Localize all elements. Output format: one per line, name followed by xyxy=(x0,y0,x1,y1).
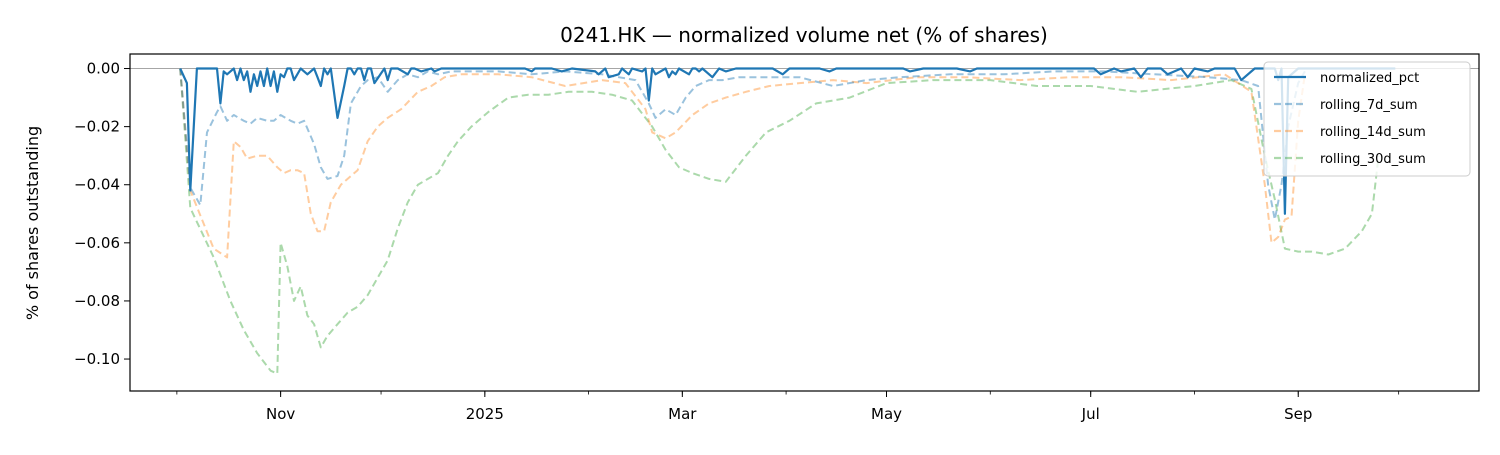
legend-label: rolling_14d_sum xyxy=(1320,125,1426,140)
plot-area: 0.00 −0.02 −0.04 −0.06 −0.08 −0.10 Nov 2025 Mar M… xyxy=(74,53,1480,423)
series-line-rolling-14d-sum xyxy=(179,68,1306,259)
axes-frame xyxy=(129,53,1480,392)
y-tick-label: −0.02 xyxy=(74,118,120,136)
chart-title: 0241.HK — normalized volume net (% of sh… xyxy=(560,23,1048,47)
legend-label: normalized_pct xyxy=(1320,71,1419,86)
x-tick-label: Mar xyxy=(668,405,697,423)
legend-label: rolling_30d_sum xyxy=(1320,152,1426,167)
x-tick-label: 2025 xyxy=(466,405,504,423)
legend-box xyxy=(1263,61,1471,177)
legend-label: rolling_7d_sum xyxy=(1320,98,1418,113)
series-line-rolling-7d-sum xyxy=(179,68,1306,221)
y-tick-label: −0.08 xyxy=(74,292,120,310)
x-tick-label: Nov xyxy=(266,405,295,423)
y-tick-label: 0.00 xyxy=(87,60,120,78)
x-tick-label: Jul xyxy=(1081,405,1100,423)
series-line-rolling-30d-sum xyxy=(179,68,1380,375)
y-tick-label: −0.04 xyxy=(74,176,120,194)
series-line-normalized-pct xyxy=(179,67,1396,215)
x-tick-label: Sep xyxy=(1284,405,1312,423)
y-tick-label: −0.06 xyxy=(74,234,120,252)
y-axis-label: % of shares outstanding xyxy=(23,126,42,320)
legend: normalized_pct rolling_7d_sum rolling_14d_… xyxy=(1263,61,1471,177)
y-tick-label: −0.10 xyxy=(74,350,120,368)
x-tick-label: May xyxy=(871,405,902,423)
